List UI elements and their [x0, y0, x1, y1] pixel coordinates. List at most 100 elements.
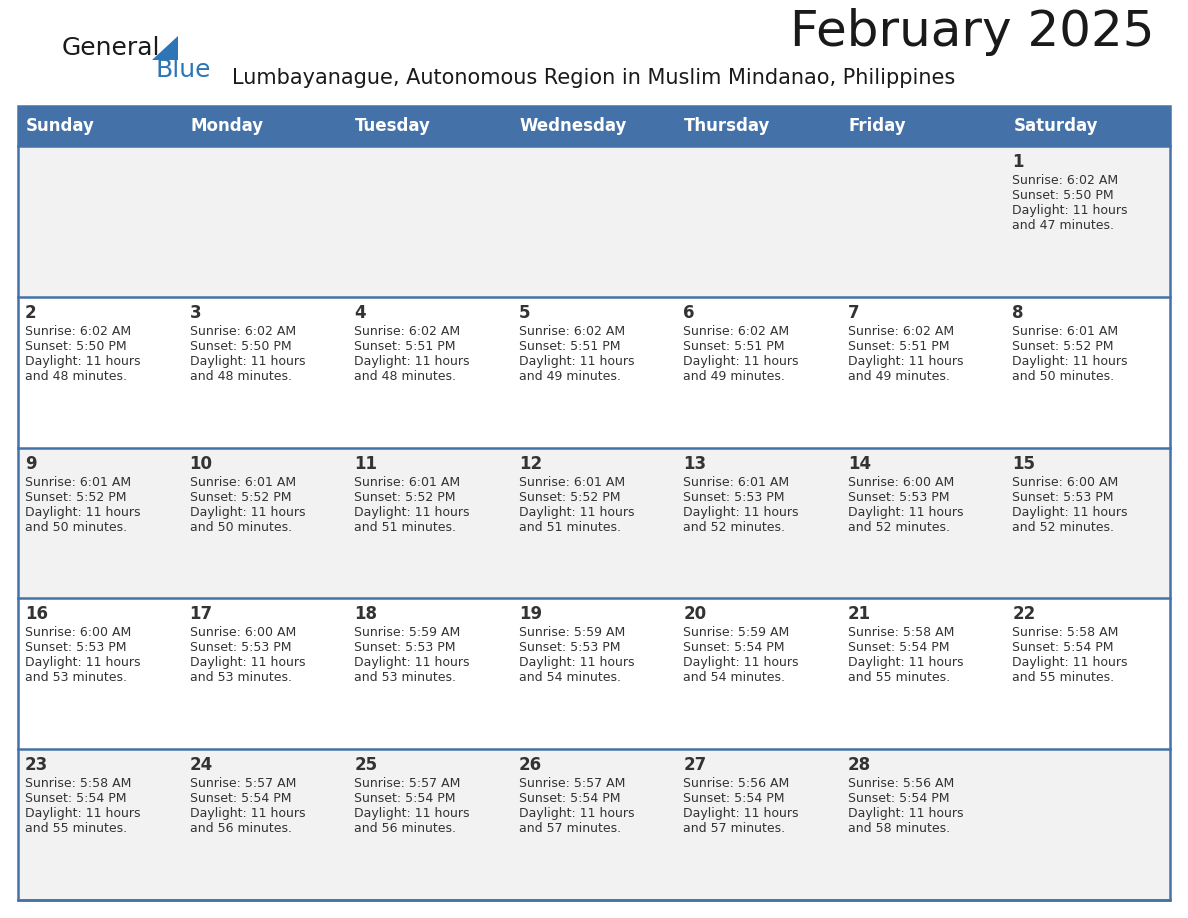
Text: and 51 minutes.: and 51 minutes. — [519, 521, 620, 533]
Text: and 55 minutes.: and 55 minutes. — [1012, 671, 1114, 685]
Text: and 47 minutes.: and 47 minutes. — [1012, 219, 1114, 232]
Text: Sunrise: 5:56 AM: Sunrise: 5:56 AM — [683, 778, 790, 790]
Text: Sunrise: 5:58 AM: Sunrise: 5:58 AM — [848, 626, 954, 640]
Text: Daylight: 11 hours: Daylight: 11 hours — [25, 656, 140, 669]
Text: Saturday: Saturday — [1013, 117, 1098, 135]
Text: Sunrise: 6:01 AM: Sunrise: 6:01 AM — [25, 476, 131, 488]
Text: 5: 5 — [519, 304, 530, 322]
Text: Daylight: 11 hours: Daylight: 11 hours — [1012, 204, 1127, 217]
Text: Sunset: 5:53 PM: Sunset: 5:53 PM — [354, 642, 456, 655]
Text: Sunset: 5:52 PM: Sunset: 5:52 PM — [354, 490, 456, 504]
Text: and 49 minutes.: and 49 minutes. — [683, 370, 785, 383]
Text: and 56 minutes.: and 56 minutes. — [354, 823, 456, 835]
Text: Sunset: 5:53 PM: Sunset: 5:53 PM — [1012, 490, 1114, 504]
Text: 14: 14 — [848, 454, 871, 473]
Text: Daylight: 11 hours: Daylight: 11 hours — [190, 807, 305, 820]
Text: and 55 minutes.: and 55 minutes. — [25, 823, 127, 835]
Text: Sunrise: 5:59 AM: Sunrise: 5:59 AM — [354, 626, 461, 640]
Text: Sunrise: 6:01 AM: Sunrise: 6:01 AM — [190, 476, 296, 488]
Text: Sunrise: 6:02 AM: Sunrise: 6:02 AM — [190, 325, 296, 338]
Bar — [18, 106, 1170, 146]
Text: Sunset: 5:51 PM: Sunset: 5:51 PM — [519, 340, 620, 353]
Text: Sunset: 5:51 PM: Sunset: 5:51 PM — [848, 340, 949, 353]
Text: Sunrise: 6:01 AM: Sunrise: 6:01 AM — [683, 476, 789, 488]
Text: Sunrise: 6:00 AM: Sunrise: 6:00 AM — [848, 476, 954, 488]
Text: and 51 minutes.: and 51 minutes. — [354, 521, 456, 533]
Text: Sunrise: 6:02 AM: Sunrise: 6:02 AM — [683, 325, 789, 338]
Text: Sunset: 5:54 PM: Sunset: 5:54 PM — [683, 792, 785, 805]
Text: Sunset: 5:52 PM: Sunset: 5:52 PM — [190, 490, 291, 504]
Text: Sunrise: 6:01 AM: Sunrise: 6:01 AM — [519, 476, 625, 488]
Text: Sunrise: 5:57 AM: Sunrise: 5:57 AM — [519, 778, 625, 790]
Text: Daylight: 11 hours: Daylight: 11 hours — [683, 506, 798, 519]
Text: Daylight: 11 hours: Daylight: 11 hours — [1012, 656, 1127, 669]
Text: 17: 17 — [190, 605, 213, 623]
Text: Daylight: 11 hours: Daylight: 11 hours — [848, 506, 963, 519]
Text: Sunset: 5:53 PM: Sunset: 5:53 PM — [848, 490, 949, 504]
Text: and 50 minutes.: and 50 minutes. — [1012, 370, 1114, 383]
Text: 10: 10 — [190, 454, 213, 473]
Text: and 52 minutes.: and 52 minutes. — [1012, 521, 1114, 533]
Text: Daylight: 11 hours: Daylight: 11 hours — [25, 807, 140, 820]
Text: Sunset: 5:53 PM: Sunset: 5:53 PM — [25, 642, 126, 655]
Text: and 49 minutes.: and 49 minutes. — [519, 370, 620, 383]
Text: Sunset: 5:53 PM: Sunset: 5:53 PM — [683, 490, 785, 504]
Text: Daylight: 11 hours: Daylight: 11 hours — [683, 354, 798, 368]
Text: 18: 18 — [354, 605, 377, 623]
Text: Daylight: 11 hours: Daylight: 11 hours — [848, 656, 963, 669]
Text: Monday: Monday — [190, 117, 264, 135]
Text: Sunrise: 5:58 AM: Sunrise: 5:58 AM — [25, 778, 132, 790]
Text: Sunset: 5:52 PM: Sunset: 5:52 PM — [25, 490, 126, 504]
Text: 3: 3 — [190, 304, 201, 322]
Text: Sunrise: 6:01 AM: Sunrise: 6:01 AM — [354, 476, 460, 488]
Text: Sunrise: 5:59 AM: Sunrise: 5:59 AM — [519, 626, 625, 640]
Text: Daylight: 11 hours: Daylight: 11 hours — [190, 656, 305, 669]
Text: and 48 minutes.: and 48 minutes. — [190, 370, 291, 383]
Text: 7: 7 — [848, 304, 859, 322]
Bar — [18, 749, 1170, 900]
Bar — [18, 106, 1170, 900]
Text: Daylight: 11 hours: Daylight: 11 hours — [848, 807, 963, 820]
Text: and 57 minutes.: and 57 minutes. — [519, 823, 621, 835]
Text: Daylight: 11 hours: Daylight: 11 hours — [354, 807, 469, 820]
Text: 27: 27 — [683, 756, 707, 774]
Text: Sunset: 5:54 PM: Sunset: 5:54 PM — [354, 792, 456, 805]
Text: and 50 minutes.: and 50 minutes. — [25, 521, 127, 533]
Text: Sunset: 5:54 PM: Sunset: 5:54 PM — [25, 792, 126, 805]
Text: 15: 15 — [1012, 454, 1036, 473]
Text: 1: 1 — [1012, 153, 1024, 171]
Text: and 56 minutes.: and 56 minutes. — [190, 823, 291, 835]
Text: Daylight: 11 hours: Daylight: 11 hours — [519, 807, 634, 820]
Text: and 52 minutes.: and 52 minutes. — [848, 521, 950, 533]
Text: 2: 2 — [25, 304, 37, 322]
Text: Sunset: 5:53 PM: Sunset: 5:53 PM — [519, 642, 620, 655]
Text: Sunrise: 6:00 AM: Sunrise: 6:00 AM — [25, 626, 131, 640]
Text: and 52 minutes.: and 52 minutes. — [683, 521, 785, 533]
Text: Sunset: 5:54 PM: Sunset: 5:54 PM — [190, 792, 291, 805]
Text: and 53 minutes.: and 53 minutes. — [25, 671, 127, 685]
Text: and 57 minutes.: and 57 minutes. — [683, 823, 785, 835]
Text: Blue: Blue — [154, 58, 210, 82]
Text: Sunset: 5:54 PM: Sunset: 5:54 PM — [519, 792, 620, 805]
Text: Daylight: 11 hours: Daylight: 11 hours — [1012, 354, 1127, 368]
Text: and 53 minutes.: and 53 minutes. — [190, 671, 291, 685]
Text: Sunrise: 6:01 AM: Sunrise: 6:01 AM — [1012, 325, 1119, 338]
Text: Daylight: 11 hours: Daylight: 11 hours — [848, 354, 963, 368]
Text: Sunrise: 5:56 AM: Sunrise: 5:56 AM — [848, 778, 954, 790]
Text: 28: 28 — [848, 756, 871, 774]
Text: 24: 24 — [190, 756, 213, 774]
Text: 23: 23 — [25, 756, 49, 774]
Text: Daylight: 11 hours: Daylight: 11 hours — [683, 807, 798, 820]
Bar — [18, 448, 1170, 599]
Text: Friday: Friday — [849, 117, 906, 135]
Text: Daylight: 11 hours: Daylight: 11 hours — [519, 354, 634, 368]
Bar — [18, 599, 1170, 749]
Text: Sunrise: 6:02 AM: Sunrise: 6:02 AM — [354, 325, 460, 338]
Text: 11: 11 — [354, 454, 377, 473]
Text: 22: 22 — [1012, 605, 1036, 623]
Text: Sunset: 5:51 PM: Sunset: 5:51 PM — [354, 340, 456, 353]
Text: Daylight: 11 hours: Daylight: 11 hours — [354, 506, 469, 519]
Text: Sunset: 5:51 PM: Sunset: 5:51 PM — [683, 340, 785, 353]
Text: Sunset: 5:50 PM: Sunset: 5:50 PM — [25, 340, 127, 353]
Text: Sunrise: 6:02 AM: Sunrise: 6:02 AM — [1012, 174, 1119, 187]
